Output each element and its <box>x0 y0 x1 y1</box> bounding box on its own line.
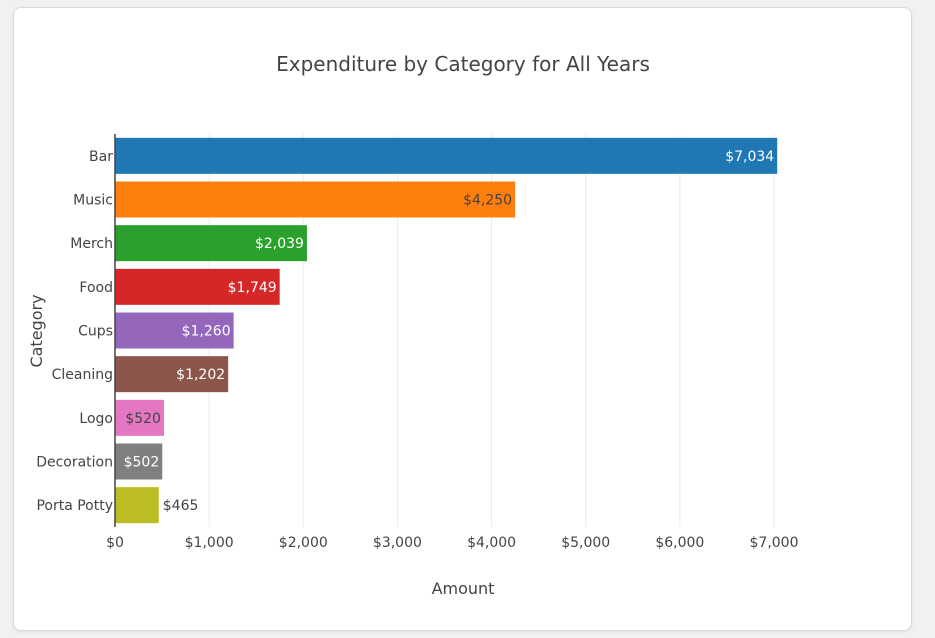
bar-value-label: $2,039 <box>255 236 304 252</box>
y-tick-label: Decoration <box>36 455 113 471</box>
y-tick-label: Bar <box>89 149 113 165</box>
bar-logo <box>115 399 164 436</box>
bar-music <box>115 181 516 218</box>
x-tick-label: $1,000 <box>185 535 234 551</box>
y-tick-label: Cups <box>78 324 113 340</box>
x-axis-title: Amount <box>432 579 495 598</box>
y-tick-labels: Bar Music Merch Food Cups Cleaning Logo Decorat… <box>36 149 113 514</box>
x-tick-label: $0 <box>106 535 124 551</box>
bar-value-label: $502 <box>124 455 160 471</box>
x-tick-label: $3,000 <box>373 535 422 551</box>
y-tick-label: Cleaning <box>52 367 113 383</box>
y-tick-label: Logo <box>79 411 113 427</box>
bar-decoration <box>115 443 163 480</box>
bar-bar <box>115 137 778 174</box>
bars: $7,034 $4,250 $2,039 $1,749 $1,260 $1,202 $520… <box>115 137 778 524</box>
x-tick-labels: $0 $1,000 $2,000 $3,000 $4,000 $5,000 $6,000 $7… <box>106 535 798 551</box>
bar-cleaning <box>115 356 229 393</box>
bar-chart: Expenditure by Category for All Years $7… <box>27 52 799 598</box>
bar-food <box>115 268 280 305</box>
y-tick-label: Music <box>73 193 113 209</box>
x-tick-label: $5,000 <box>561 535 610 551</box>
bar-value-label: $520 <box>125 411 161 427</box>
bar-cups <box>115 312 234 349</box>
bar-value-label: $7,034 <box>725 149 774 165</box>
y-tick-label: Porta Potty <box>36 498 113 514</box>
bar-value-label: $465 <box>163 498 199 514</box>
y-tick-label: Food <box>79 280 113 296</box>
bar-value-label: $1,260 <box>182 324 231 340</box>
bar-value-label: $4,250 <box>463 193 512 209</box>
bar-value-label: $1,202 <box>176 367 225 383</box>
y-tick-label: Merch <box>70 236 113 252</box>
bar-porta-potty <box>115 487 159 524</box>
chart-title: Expenditure by Category for All Years <box>276 52 650 76</box>
bar-merch <box>115 225 307 262</box>
bar-value-label: $1,749 <box>228 280 277 296</box>
x-tick-label: $7,000 <box>750 535 799 551</box>
x-tick-label: $2,000 <box>279 535 328 551</box>
x-tick-label: $4,000 <box>467 535 516 551</box>
y-axis-title: Category <box>27 294 46 367</box>
chart-card: Expenditure by Category for All Years $7… <box>13 7 912 631</box>
x-tick-label: $6,000 <box>655 535 704 551</box>
